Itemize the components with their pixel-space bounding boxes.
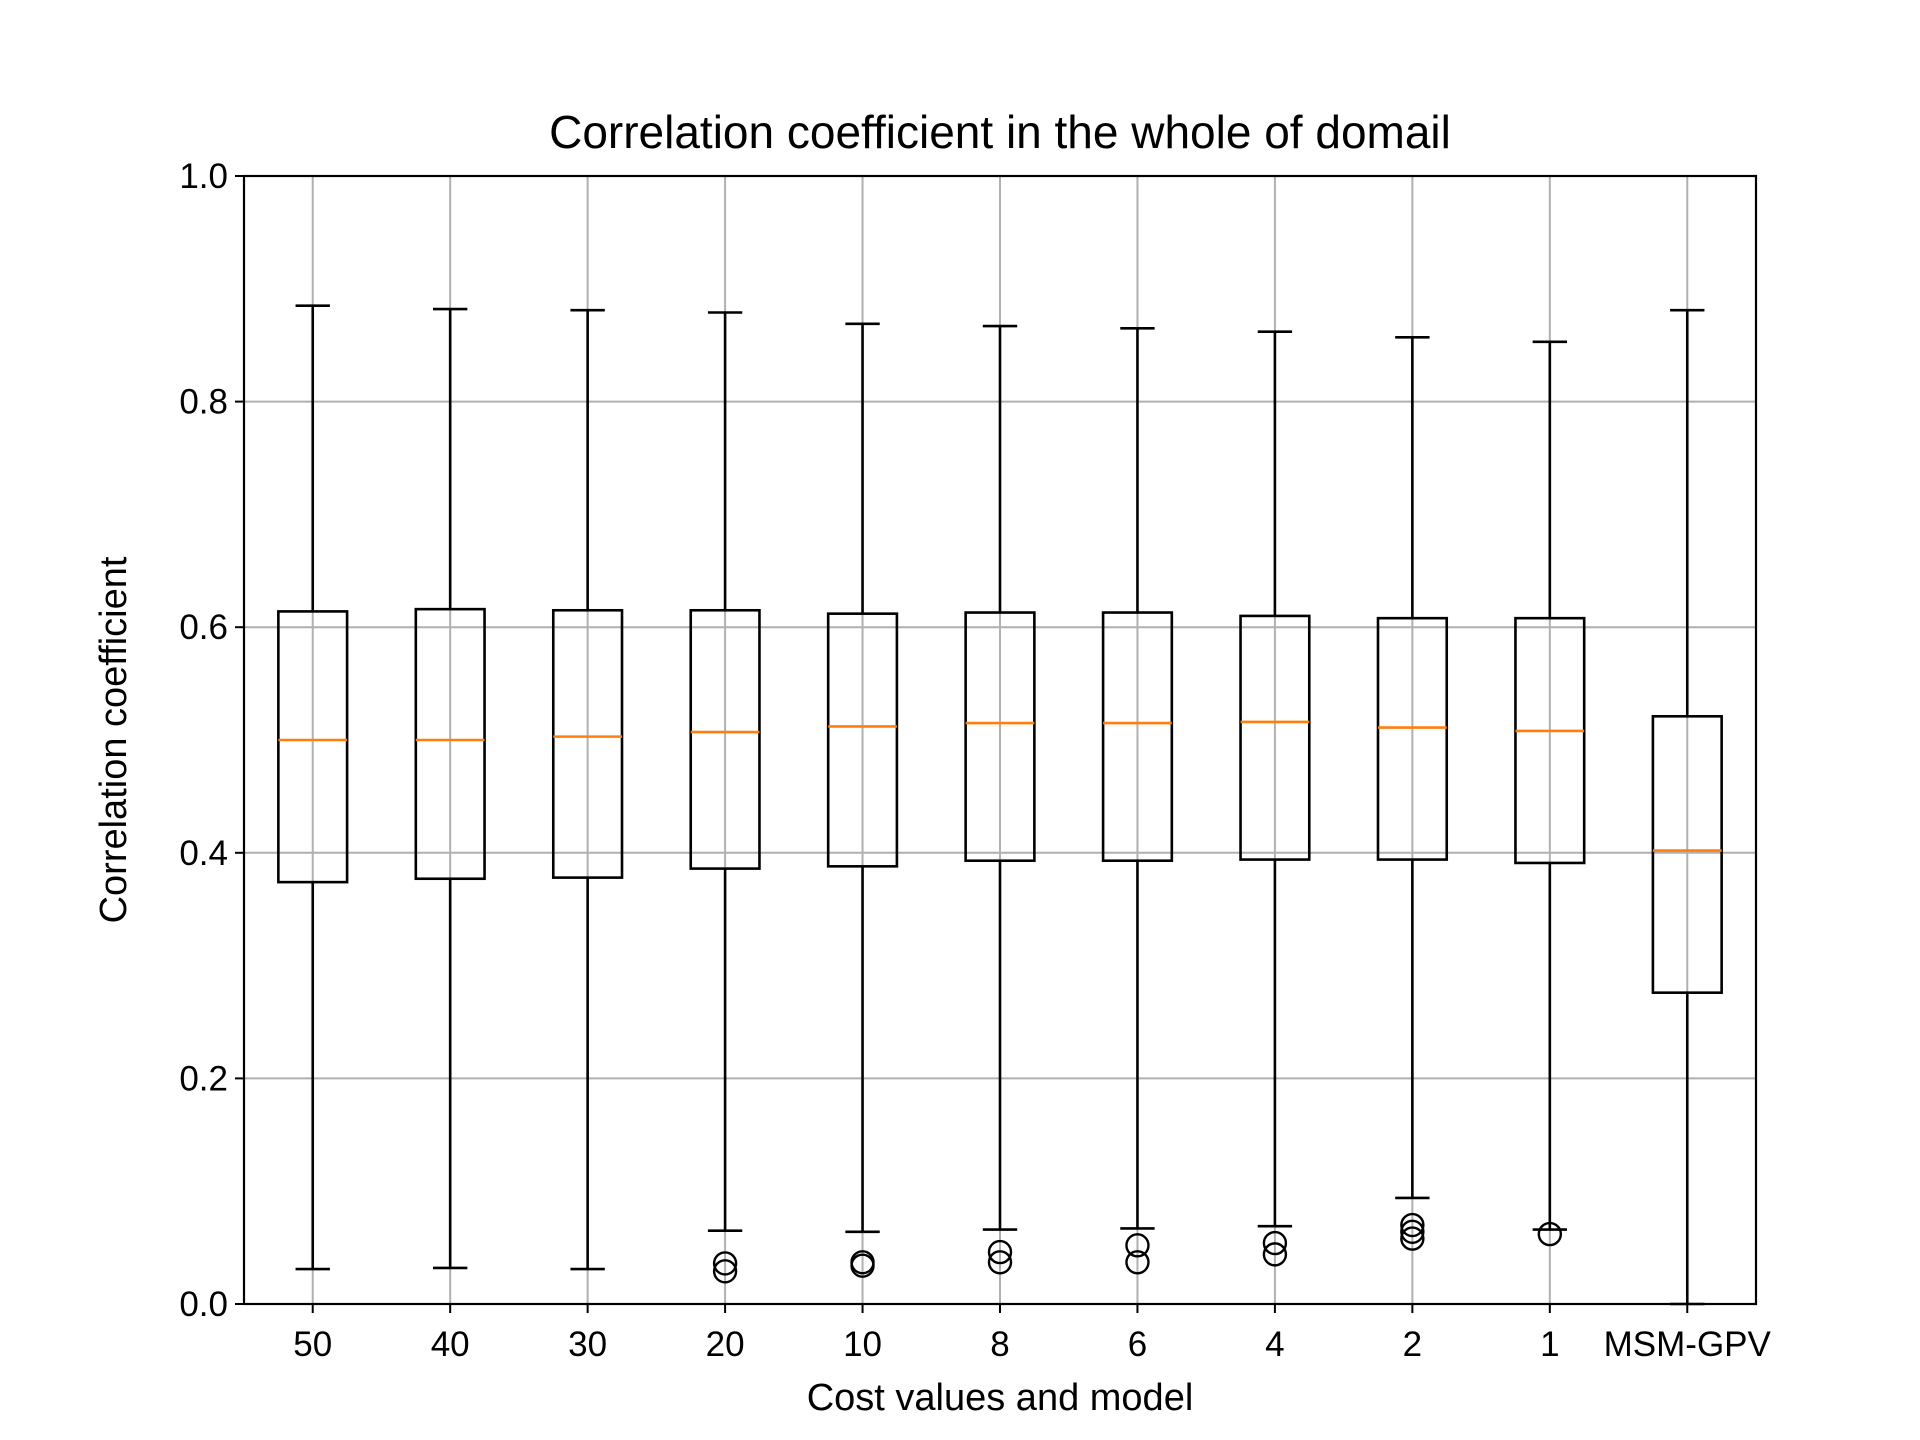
x-tick-label: 8 xyxy=(990,1325,1009,1364)
x-tick-label: 20 xyxy=(706,1325,745,1364)
iqr-box xyxy=(964,611,1036,862)
x-tick-label: 2 xyxy=(1403,1325,1422,1364)
y-tick-label: 1.0 xyxy=(179,157,228,196)
iqr-box xyxy=(1514,616,1586,865)
y-tick-label: 0.0 xyxy=(179,1285,228,1324)
chart-title: Correlation coefficient in the whole of … xyxy=(549,106,1451,158)
x-tick-label: 40 xyxy=(431,1325,470,1364)
box-group xyxy=(1514,340,1586,1247)
x-tick-label: 4 xyxy=(1265,1325,1284,1364)
y-axis-title: Correlation coefficient xyxy=(93,556,135,923)
box-group xyxy=(277,304,349,1271)
iqr-box xyxy=(1101,611,1174,862)
y-tick-label: 0.8 xyxy=(179,383,228,422)
iqr-box xyxy=(551,608,624,879)
x-tick-label: 6 xyxy=(1128,1325,1147,1364)
outlier-point xyxy=(1400,1219,1425,1245)
axis-ticks: 0.0 0.2 0.4 0.6 0.8 1.0 50 40 30 20 10 8 6 4 2 1 MSM-GPV xyxy=(179,157,1771,1364)
x-tick-label: 10 xyxy=(843,1325,882,1364)
iqr-box xyxy=(277,610,349,884)
box-group xyxy=(414,307,486,1270)
box-group xyxy=(1376,336,1449,1251)
iqr-box xyxy=(414,607,486,881)
outlier-point xyxy=(1400,1226,1425,1251)
y-tick-label: 0.2 xyxy=(179,1059,228,1098)
x-axis-title: Cost values and model xyxy=(807,1377,1194,1419)
iqr-box xyxy=(1376,616,1449,861)
outlier-point xyxy=(1400,1212,1425,1238)
iqr-box xyxy=(689,608,761,870)
outlier-point xyxy=(712,1251,738,1276)
box-group xyxy=(964,324,1036,1275)
y-tick-label: 0.6 xyxy=(179,608,228,647)
x-tick-label: 30 xyxy=(568,1325,607,1364)
outlier-point xyxy=(987,1239,1013,1265)
box-group xyxy=(1651,308,1723,1306)
iqr-box xyxy=(1239,614,1311,861)
iqr-box xyxy=(826,612,899,868)
box-group xyxy=(689,311,761,1284)
outlier-point xyxy=(987,1250,1013,1275)
outlier-point xyxy=(1537,1221,1563,1247)
x-tick-label: 1 xyxy=(1540,1325,1559,1364)
outlier-point xyxy=(712,1259,738,1284)
box-group xyxy=(1239,330,1311,1267)
outlier-point xyxy=(1125,1233,1150,1258)
box-series xyxy=(277,304,1723,1306)
outlier-point xyxy=(1125,1250,1150,1275)
outlier-point xyxy=(1262,1242,1288,1267)
x-tick-label: MSM-GPV xyxy=(1604,1325,1772,1364)
outlier-point xyxy=(1262,1230,1288,1256)
box-group xyxy=(826,322,899,1278)
outlier-point xyxy=(850,1253,875,1278)
iqr-box xyxy=(1651,715,1723,994)
box-group xyxy=(551,308,624,1271)
x-tick-label: 50 xyxy=(293,1325,332,1364)
box-group xyxy=(1101,326,1174,1275)
y-tick-label: 0.4 xyxy=(179,834,228,873)
